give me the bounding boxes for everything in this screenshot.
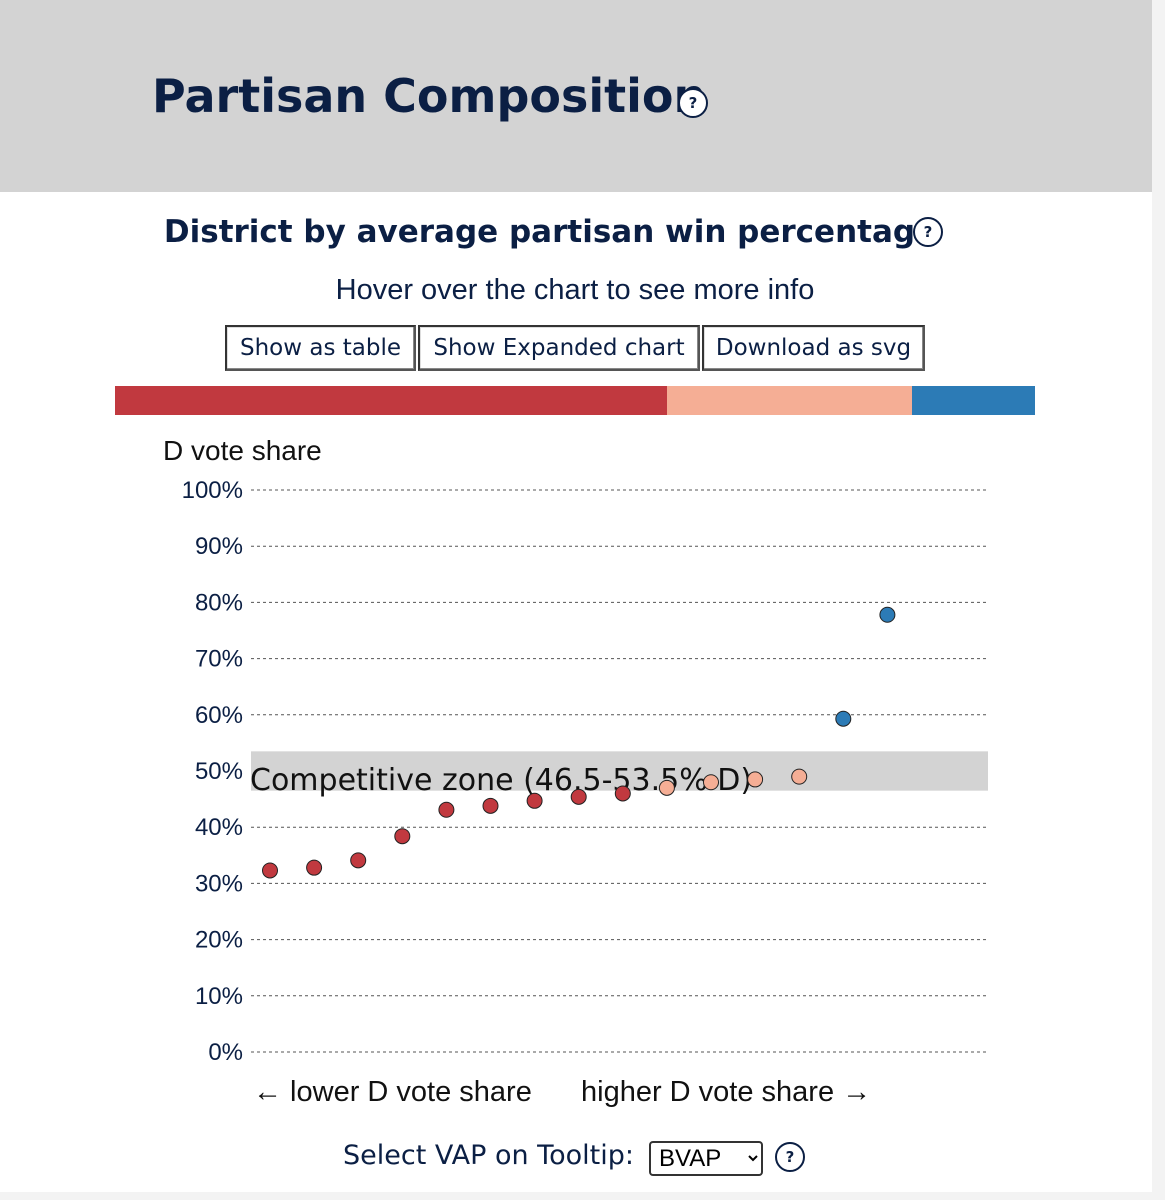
title-help-icon[interactable]: ?	[678, 88, 708, 118]
y-tick-label: 20%	[195, 927, 243, 954]
header-banner	[0, 0, 1152, 192]
page-title: Partisan Composition	[152, 69, 707, 123]
district-point[interactable]	[570, 788, 587, 805]
district-point[interactable]	[394, 828, 411, 845]
show-expanded-chart-button[interactable]: Show Expanded chart	[418, 325, 700, 371]
district-point[interactable]	[438, 801, 455, 818]
district-point[interactable]	[879, 606, 896, 623]
vap-label: Select VAP on Tooltip:	[343, 1140, 634, 1171]
y-tick-label: 100%	[182, 477, 243, 504]
section-title-row: District by average partisan win percent…	[0, 210, 1152, 254]
section-help-icon[interactable]: ?	[913, 217, 943, 247]
vap-help-icon[interactable]: ?	[775, 1142, 805, 1172]
summary-bar-segment-lean	[667, 386, 913, 415]
vap-select[interactable]: BVAP	[649, 1141, 763, 1176]
district-point[interactable]	[658, 779, 675, 796]
x-left-direction-label: ← lower D vote share	[253, 1076, 532, 1108]
district-point[interactable]	[306, 859, 323, 876]
district-point[interactable]	[350, 852, 367, 869]
y-tick-label: 40%	[195, 814, 243, 841]
y-axis-title: D vote share	[163, 435, 322, 466]
competitive-zone-label: Competitive zone (46.5-53.5% D)	[250, 763, 752, 798]
y-tick-label: 0%	[208, 1039, 243, 1066]
y-tick-label: 70%	[195, 646, 243, 673]
district-point[interactable]	[835, 710, 852, 727]
district-point[interactable]	[614, 785, 631, 802]
district-point[interactable]	[747, 771, 764, 788]
show-table-button[interactable]: Show as table	[225, 325, 416, 371]
district-point[interactable]	[703, 774, 719, 791]
district-point[interactable]	[526, 792, 543, 809]
y-tick-labels: 0% 10% 20% 30% 40% 50% 60% 70% 80% 90% 100%	[182, 477, 243, 1066]
download-svg-button[interactable]: Download as svg	[702, 325, 925, 371]
district-points[interactable]	[262, 606, 896, 879]
section-title: District by average partisan win percent…	[163, 214, 937, 250]
y-tick-label: 90%	[195, 533, 243, 560]
summary-bar-segment-safe-d	[912, 386, 1036, 415]
district-point[interactable]	[262, 862, 278, 879]
summary-bar-segment-safe-r	[115, 386, 668, 415]
y-tick-label: 80%	[195, 589, 243, 616]
x-right-direction-label: higher D vote share →	[581, 1076, 871, 1108]
hover-hint: Hover over the chart to see more info	[335, 274, 815, 306]
y-tick-label: 30%	[195, 870, 243, 897]
district-point[interactable]	[791, 768, 808, 785]
y-tick-label: 50%	[195, 758, 243, 785]
y-tick-label: 10%	[195, 983, 243, 1010]
district-point[interactable]	[482, 797, 499, 814]
competitive-zone-band	[251, 751, 988, 791]
y-tick-label: 60%	[195, 702, 243, 729]
